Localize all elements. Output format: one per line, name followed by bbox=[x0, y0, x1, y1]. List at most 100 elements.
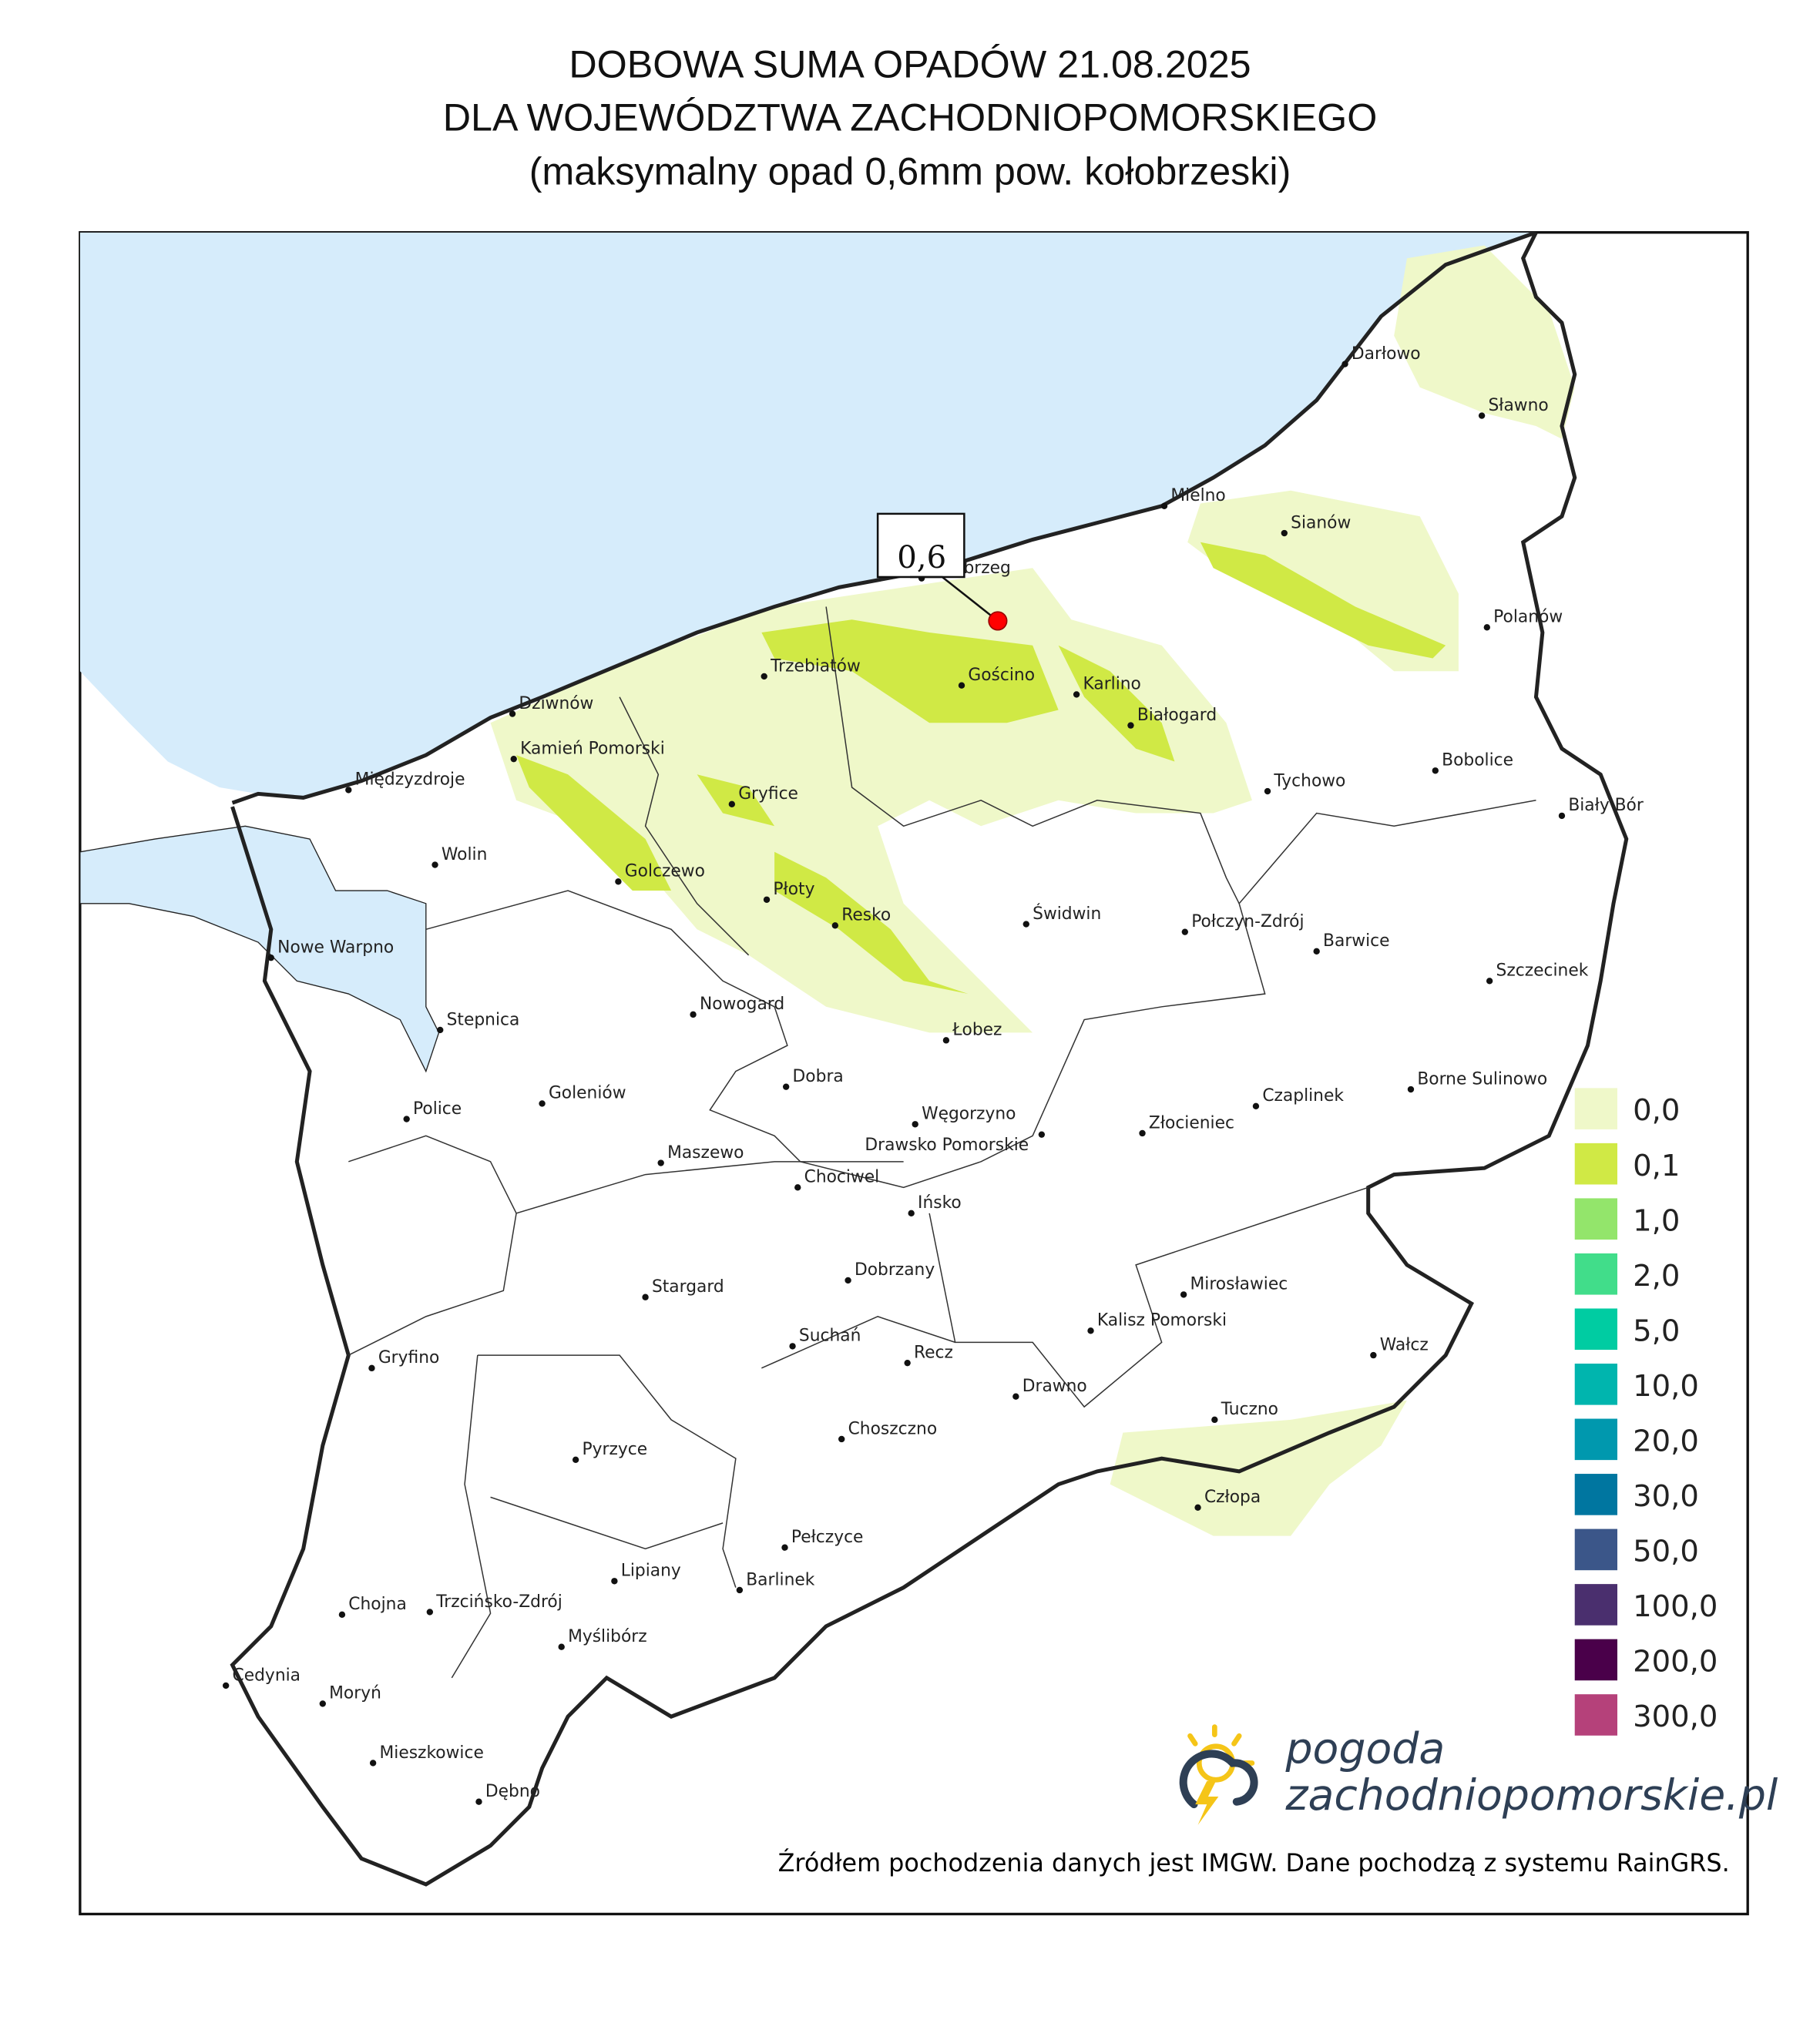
city-label: Borne Sulinowo bbox=[1417, 1069, 1547, 1089]
city-38: Chociwel bbox=[794, 1168, 879, 1191]
city-26: Stepnica bbox=[437, 1010, 520, 1034]
city-label: Resko bbox=[841, 906, 891, 925]
max-value-label: 0,6 bbox=[897, 540, 946, 575]
city-dot bbox=[572, 1456, 579, 1463]
legend-label: 100,0 bbox=[1633, 1589, 1718, 1624]
city-label: Chociwel bbox=[804, 1168, 880, 1187]
legend-label: 50,0 bbox=[1633, 1534, 1699, 1569]
city-label: Dobra bbox=[793, 1067, 844, 1086]
city-label: Złocieniec bbox=[1149, 1113, 1234, 1132]
city-0: Darłowo bbox=[1341, 344, 1421, 367]
city-dot bbox=[1483, 624, 1490, 631]
city-dot bbox=[1022, 921, 1029, 928]
city-17: Golczewo bbox=[615, 862, 705, 885]
legend-label: 300,0 bbox=[1633, 1700, 1718, 1734]
legend-item: 20,0 bbox=[1574, 1418, 1699, 1461]
city-dot bbox=[369, 1760, 377, 1767]
city-label: Biały Bór bbox=[1568, 796, 1644, 815]
legend-label: 0,1 bbox=[1633, 1149, 1680, 1183]
legend-label: 5,0 bbox=[1633, 1314, 1680, 1348]
city-27: Nowogard bbox=[690, 995, 784, 1018]
city-34: Czaplinek bbox=[1252, 1086, 1344, 1109]
city-label: Kamień Pomorski bbox=[520, 739, 665, 758]
city-11: Kamień Pomorski bbox=[510, 739, 665, 763]
city-label: Mielno bbox=[1170, 486, 1225, 505]
city-label: Gościno bbox=[968, 666, 1035, 685]
city-51: Pyrzyce bbox=[572, 1440, 648, 1463]
city-label: Pełczyce bbox=[791, 1528, 864, 1547]
city-dot bbox=[1012, 1393, 1019, 1400]
city-14: Gryfice bbox=[728, 784, 798, 807]
city-label: Darłowo bbox=[1352, 344, 1421, 364]
city-dot bbox=[794, 1184, 801, 1191]
city-dot bbox=[1139, 1129, 1146, 1137]
city-dot bbox=[1038, 1131, 1046, 1138]
map-frame bbox=[79, 231, 1749, 1916]
city-label: Mieszkowice bbox=[380, 1743, 484, 1763]
city-5: Polanów bbox=[1483, 608, 1563, 631]
city-dot bbox=[781, 1544, 788, 1551]
city-36: Drawsko Pomorskie bbox=[865, 1131, 1046, 1155]
city-39: Ińsko bbox=[908, 1193, 962, 1217]
city-label: Ińsko bbox=[918, 1193, 962, 1213]
city-dot bbox=[1194, 1504, 1201, 1511]
city-label: Sianów bbox=[1291, 513, 1351, 532]
city-label: Nowe Warpno bbox=[277, 938, 394, 957]
legend-label: 2,0 bbox=[1633, 1259, 1680, 1294]
city-dot bbox=[1160, 502, 1168, 510]
title-line-1: DOBOWA SUMA OPADÓW 21.08.2025 bbox=[569, 43, 1251, 86]
city-dot bbox=[642, 1294, 649, 1300]
city-43: Kalisz Pomorski bbox=[1087, 1311, 1227, 1334]
city-labels: DarłowoSławnoMielnoSianówKołobrzegPolanó… bbox=[222, 344, 1644, 1805]
city-21: Świdwin bbox=[1022, 904, 1101, 928]
city-label: Lipiany bbox=[621, 1562, 681, 1581]
city-dot bbox=[368, 1364, 375, 1372]
city-dot bbox=[1313, 948, 1320, 955]
city-dot bbox=[558, 1643, 565, 1650]
city-label: Bobolice bbox=[1442, 751, 1513, 770]
legend-label: 20,0 bbox=[1633, 1424, 1699, 1458]
legend-item: 50,0 bbox=[1574, 1528, 1699, 1571]
city-31: Police bbox=[403, 1099, 462, 1122]
city-dot bbox=[510, 755, 517, 763]
city-58: Myślibórz bbox=[558, 1627, 647, 1650]
legend-swatch bbox=[1574, 1363, 1617, 1405]
city-19: Płoty bbox=[763, 880, 815, 903]
logo-text-line-2: zachodniopomorskie.pl bbox=[1284, 1771, 1778, 1820]
city-8: Karlino bbox=[1073, 675, 1141, 698]
legend-item: 5,0 bbox=[1574, 1308, 1680, 1351]
legend-item: 1,0 bbox=[1574, 1198, 1680, 1240]
city-label: Recz bbox=[914, 1343, 953, 1362]
city-13: Międzyzdroje bbox=[345, 770, 465, 794]
city-dot bbox=[838, 1435, 845, 1443]
city-label: Kalisz Pomorski bbox=[1097, 1311, 1227, 1330]
city-label: Choszczno bbox=[848, 1419, 938, 1438]
city-label: Suchań bbox=[799, 1327, 861, 1346]
city-label: Barwice bbox=[1323, 931, 1389, 951]
legend-label: 1,0 bbox=[1633, 1203, 1680, 1238]
city-label: Pyrzyce bbox=[583, 1440, 648, 1459]
city-label: Stepnica bbox=[447, 1010, 520, 1029]
city-45: Suchań bbox=[789, 1327, 861, 1350]
city-label: Drawsko Pomorskie bbox=[865, 1136, 1029, 1155]
city-dot bbox=[1558, 812, 1566, 820]
city-label: Karlino bbox=[1083, 675, 1140, 694]
legend-swatch bbox=[1574, 1474, 1617, 1515]
city-18: Wolin bbox=[431, 845, 487, 868]
city-label: Czaplinek bbox=[1262, 1086, 1344, 1106]
legend-label: 10,0 bbox=[1633, 1369, 1699, 1404]
city-6: Trzebiatów bbox=[761, 656, 861, 680]
city-label: Trzebiatów bbox=[770, 656, 861, 676]
city-dot bbox=[1087, 1327, 1094, 1334]
city-label: Gryfino bbox=[378, 1348, 440, 1367]
legend-swatch bbox=[1574, 1088, 1617, 1129]
city-label: Międzyzdroje bbox=[355, 770, 465, 790]
city-dot bbox=[222, 1682, 230, 1689]
city-label: Człopa bbox=[1204, 1488, 1261, 1507]
city-23: Barwice bbox=[1313, 931, 1389, 955]
city-dot bbox=[1180, 1291, 1187, 1298]
city-10: Dziwnów bbox=[509, 694, 593, 717]
legend-item: 300,0 bbox=[1574, 1694, 1718, 1736]
szczecin-lagoon bbox=[79, 825, 440, 1073]
